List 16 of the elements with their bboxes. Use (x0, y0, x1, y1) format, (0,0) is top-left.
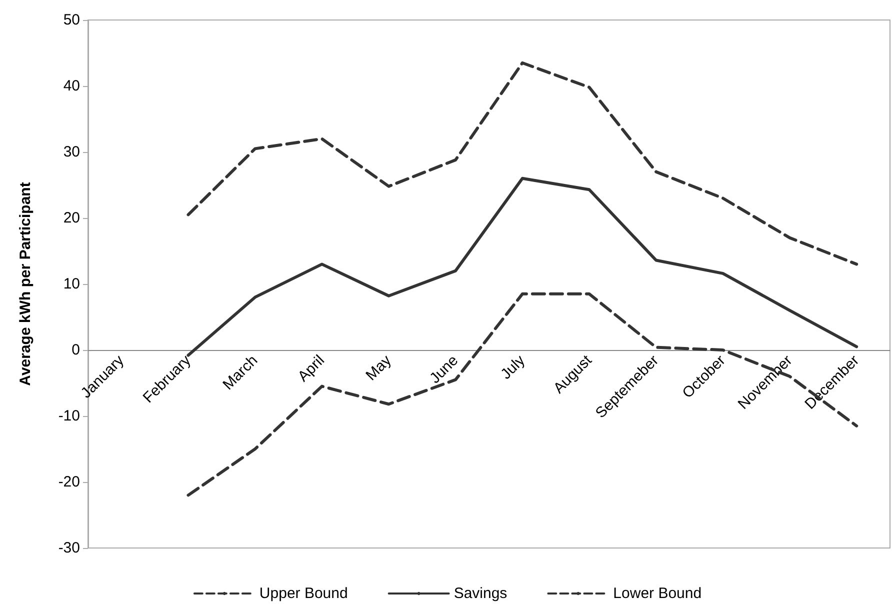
y-tick-label: 50 (63, 12, 80, 28)
legend-label: Upper Bound (259, 585, 348, 602)
y-tick-label: -20 (58, 474, 80, 490)
legend-label: Lower Bound (613, 585, 702, 602)
y-axis-title: Average kWh per Participant (17, 182, 34, 386)
legend-label: Savings (454, 585, 508, 602)
x-tick-label: May (362, 352, 396, 384)
y-tick-label: 10 (63, 276, 80, 292)
y-tick-label: 20 (63, 210, 80, 226)
x-tick-label: July (498, 352, 529, 383)
y-tick-label: 0 (72, 342, 80, 358)
y-tick-label: -30 (58, 540, 80, 556)
y-tick-label: -10 (58, 408, 80, 424)
line-series (186, 61, 858, 266)
y-tick-label: 30 (63, 144, 80, 160)
y-tick-label: 40 (63, 78, 80, 94)
